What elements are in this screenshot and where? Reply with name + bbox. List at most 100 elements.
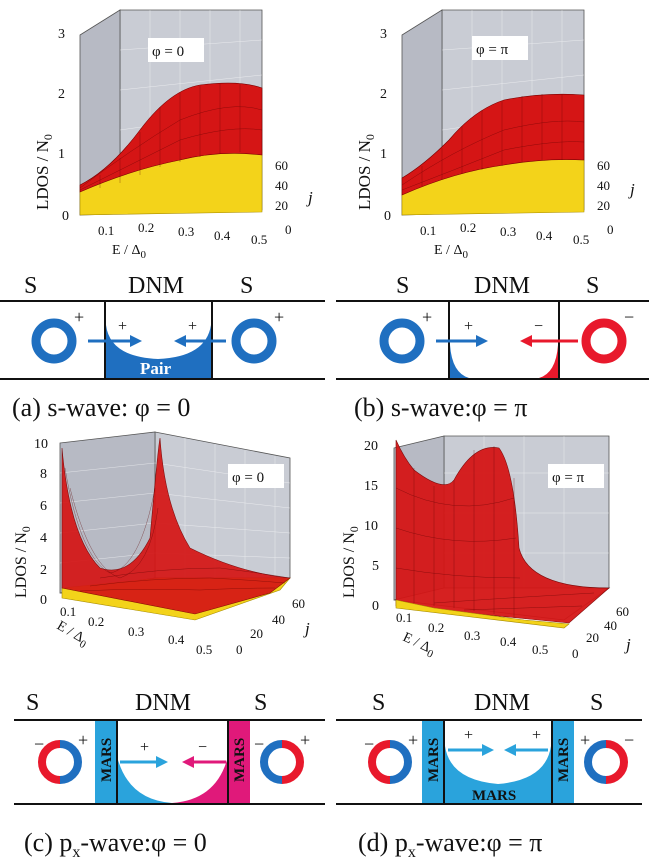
sign-right-plus: + <box>580 730 590 750</box>
arrow-left <box>182 756 226 768</box>
label-dnm: DNM <box>474 273 530 299</box>
y-tick-0: 0 <box>372 599 379 614</box>
label-s-left: S <box>372 690 385 716</box>
sign-left-minus: − <box>34 734 44 754</box>
label-dnm: DNM <box>128 273 184 299</box>
mars-left-label: MARS <box>426 738 442 782</box>
phi-label: φ = π <box>552 470 585 486</box>
x-tick-01: 0.1 <box>60 604 76 619</box>
mars-region <box>445 746 551 803</box>
z-axis-label: j <box>306 188 313 207</box>
order-parameter-ring-right <box>231 318 277 364</box>
ring-right <box>584 740 628 784</box>
mars-center-label: MARS <box>472 788 516 804</box>
mars-right-label: MARS <box>556 738 572 782</box>
label-s-left: S <box>396 273 409 299</box>
y-tick-0: 0 <box>62 209 69 224</box>
label-s-right: S <box>254 690 267 716</box>
sign-arrow-right: + <box>532 727 541 744</box>
x-tick-03: 0.3 <box>128 624 144 639</box>
surface-mesh <box>401 94 585 191</box>
z-tick-0: 0 <box>285 222 292 237</box>
z-tick-20: 20 <box>586 630 599 645</box>
y-axis-label: LDOS / N0 <box>13 526 33 598</box>
sign-arrow-left: + <box>140 739 149 756</box>
x-tick-02: 0.2 <box>138 220 154 235</box>
x-tick-05: 0.5 <box>196 642 212 657</box>
x-tick-04: 0.4 <box>536 228 553 243</box>
z-tick-40: 40 <box>275 178 288 193</box>
pair-region <box>106 325 211 378</box>
x-tick-01: 0.1 <box>420 223 436 238</box>
y-tick-5: 5 <box>372 559 379 574</box>
surface-red <box>61 437 291 615</box>
sign-left-plus: + <box>78 730 88 750</box>
y-tick-10: 10 <box>34 437 48 452</box>
arrow-right <box>88 335 142 347</box>
y-tick-3: 3 <box>380 27 387 42</box>
y-tick-10: 10 <box>364 519 378 534</box>
ring-right <box>260 740 304 784</box>
mars-right-bar <box>552 721 574 803</box>
sign-arrow-left: + <box>464 318 473 335</box>
plot-c: 10 8 6 4 2 0 LDOS / N0 0.1 0.2 0.3 0.4 0… <box>13 431 310 657</box>
arrow-left <box>504 744 548 756</box>
arrow-right <box>120 756 168 768</box>
mars-right-label: MARS <box>232 738 248 782</box>
label-s-left: S <box>24 273 37 299</box>
surface-mesh <box>64 467 291 592</box>
schematic-c: S DNM S MARS MARS − + − + + − <box>14 690 325 805</box>
sign-arrow-right: + <box>188 318 197 335</box>
x-tick-01: 0.1 <box>98 223 114 238</box>
y-tick-0: 0 <box>384 209 391 224</box>
y-tick-8: 8 <box>40 467 47 482</box>
pair-label: Pair <box>140 359 172 378</box>
phi-label: φ = 0 <box>152 44 184 60</box>
sign-arrow-right: − <box>534 318 543 335</box>
mars-region-left <box>118 760 172 803</box>
x-tick-03: 0.3 <box>464 628 480 643</box>
x-tick-03: 0.3 <box>500 224 516 239</box>
y-tick-2: 2 <box>40 563 47 578</box>
y-tick-15: 15 <box>364 479 378 494</box>
y-axis-label: LDOS / N0 <box>355 134 377 210</box>
schematic-b: S DNM S + − + − <box>336 273 649 380</box>
arrow-left <box>174 335 226 347</box>
label-dnm: DNM <box>135 690 191 716</box>
arrow-right <box>448 744 494 756</box>
phi-label-box <box>548 464 604 488</box>
sign-right-plus: + <box>300 730 310 750</box>
z-tick-0: 0 <box>236 642 243 657</box>
sign-left: + <box>74 307 84 327</box>
sign-right: − <box>624 307 634 327</box>
caption-d: (d) px-wave:φ = π <box>358 828 543 862</box>
x-tick-04: 0.4 <box>214 228 231 243</box>
arrow-left <box>520 335 578 347</box>
mars-right-bar <box>228 721 250 803</box>
mars-left-bar <box>95 721 117 803</box>
phi-label: φ = 0 <box>232 470 264 486</box>
y-tick-2: 2 <box>58 87 65 102</box>
order-parameter-ring-right <box>581 318 627 364</box>
x-tick-05: 0.5 <box>573 232 589 247</box>
order-parameter-ring-left <box>31 318 77 364</box>
z-tick-40: 40 <box>604 618 617 633</box>
y-tick-1: 1 <box>380 147 387 162</box>
sign-left-minus: − <box>364 734 374 754</box>
z-tick-60: 60 <box>597 158 610 173</box>
z-axis-label: j <box>303 619 310 638</box>
x-tick-02: 0.2 <box>88 614 104 629</box>
x-tick-05: 0.5 <box>251 232 267 247</box>
y-axis-label: LDOS / N0 <box>341 526 361 598</box>
sign-left: + <box>422 307 432 327</box>
schematic-d: S DNM S MARS MARS MARS − + + − + + <box>336 690 642 805</box>
sign-arrow-right: − <box>198 739 207 756</box>
z-tick-40: 40 <box>597 178 610 193</box>
ring-left <box>368 740 412 784</box>
caption-b: (b) s-wave:φ = π <box>354 393 528 422</box>
x-tick-05: 0.5 <box>532 642 548 657</box>
y-axis-label: LDOS / N0 <box>33 134 55 210</box>
surface-mesh <box>395 446 595 618</box>
surface-red <box>401 93 585 196</box>
y-tick-1: 1 <box>58 147 65 162</box>
